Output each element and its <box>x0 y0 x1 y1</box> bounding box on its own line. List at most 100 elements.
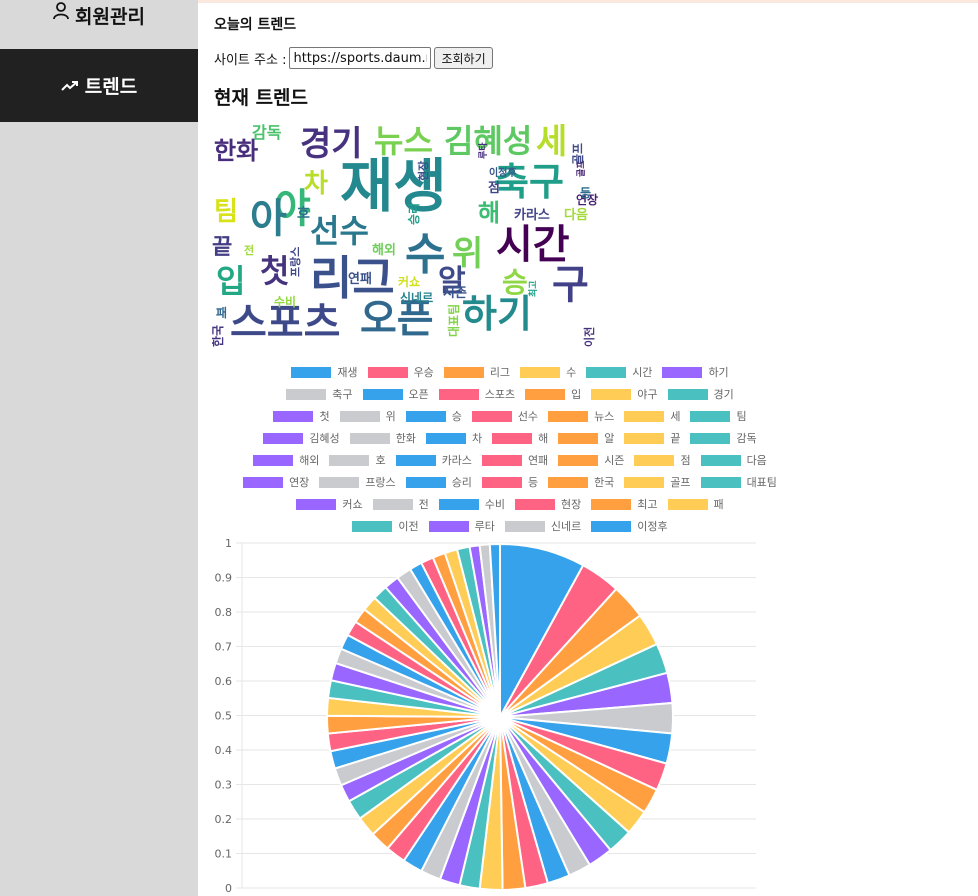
legend-item[interactable]: 이정후 <box>591 518 668 534</box>
legend-item[interactable]: 오픈 <box>362 386 429 402</box>
legend-item[interactable]: 현장 <box>515 496 581 512</box>
legend-item[interactable]: 패 <box>667 496 724 512</box>
legend-item[interactable]: 입 <box>525 386 581 402</box>
legend-item[interactable]: 등 <box>481 474 539 490</box>
legend-item[interactable]: 김혜성 <box>263 430 340 446</box>
legend-swatch <box>700 476 741 488</box>
word-cloud-word: 김혜성 <box>444 122 533 160</box>
legend-item[interactable]: 축구 <box>286 386 353 402</box>
legend-item[interactable]: 카라스 <box>395 452 472 468</box>
legend-item[interactable]: 스포츠 <box>438 386 516 402</box>
legend-label: 해 <box>538 432 549 445</box>
word-cloud-word: 축구 <box>494 160 564 204</box>
word-cloud-word: 루타 <box>479 142 489 159</box>
pie-slice[interactable] <box>488 542 501 718</box>
legend-label: 시즌 <box>604 454 625 467</box>
y-tick-label: 0 <box>225 882 232 895</box>
legend-item[interactable]: 한국 <box>548 474 614 490</box>
legend-label: 현장 <box>561 498 582 511</box>
legend-item[interactable]: 한화 <box>349 430 416 446</box>
legend-item[interactable]: 프랑스 <box>319 474 396 490</box>
legend-label: 골프 <box>670 476 691 489</box>
word-cloud-word: 경기 <box>300 124 363 164</box>
legend-label: 스포츠 <box>484 388 516 401</box>
legend-item[interactable]: 알 <box>558 430 614 446</box>
legend-item[interactable]: 점 <box>634 452 691 468</box>
legend-item[interactable]: 야구 <box>591 386 658 402</box>
legend-label: 다음 <box>746 454 767 467</box>
legend-item[interactable]: 수비 <box>438 496 505 512</box>
page-heading: 오늘의 트렌드 <box>214 17 297 33</box>
legend-item[interactable]: 시즌 <box>558 452 624 468</box>
legend-item[interactable]: 세 <box>624 408 680 424</box>
legend-swatch <box>253 454 294 466</box>
word-cloud-word: 끝 <box>212 235 233 260</box>
legend-item[interactable]: 연장 <box>243 474 309 490</box>
legend-item[interactable]: 호 <box>329 452 386 468</box>
legend-item[interactable]: 감독 <box>690 430 757 446</box>
legend-swatch <box>438 498 479 510</box>
y-tick-label: 0.7 <box>215 641 233 654</box>
legend-item[interactable]: 팀 <box>690 408 747 424</box>
legend-item[interactable]: 끝 <box>624 430 680 446</box>
word-cloud-word: 구 <box>552 262 589 308</box>
word-cloud-word: 연패 <box>348 272 372 287</box>
legend-item[interactable]: 전 <box>372 496 429 512</box>
legend-label: 점 <box>680 454 691 467</box>
legend-item[interactable]: 뉴스 <box>548 408 614 424</box>
legend-item[interactable]: 해 <box>492 430 548 446</box>
legend-item[interactable]: 연패 <box>481 452 549 468</box>
legend-label: 신네르 <box>550 520 582 533</box>
sidebar-item-trend[interactable]: 트렌드 <box>0 49 198 122</box>
legend-item[interactable]: 신네르 <box>504 518 582 534</box>
legend-item[interactable]: 재생 <box>291 364 358 380</box>
legend-label: 끝 <box>670 432 681 445</box>
word-cloud-word: 리그 <box>310 251 395 305</box>
legend-item[interactable]: 차 <box>425 430 482 446</box>
legend-item[interactable]: 다음 <box>700 452 767 468</box>
legend-item[interactable]: 승리 <box>405 474 472 490</box>
legend-label: 등 <box>527 476 539 489</box>
legend-item[interactable]: 골프 <box>624 474 691 490</box>
legend-swatch <box>591 388 632 400</box>
legend-item[interactable]: 리그 <box>443 364 510 380</box>
word-cloud-word: 커쇼 <box>398 275 421 289</box>
word-cloud-word: 차 <box>304 169 328 199</box>
word-cloud-word: 승리 <box>407 202 421 225</box>
word-cloud-word: 위 <box>452 234 484 274</box>
legend-item[interactable]: 대표팀 <box>700 474 777 490</box>
query-button[interactable]: 조회하기 <box>434 47 493 69</box>
legend-item[interactable]: 하기 <box>662 364 729 380</box>
legend-swatch <box>667 498 708 510</box>
sidebar-item-members[interactable]: 회원관리 <box>0 0 198 48</box>
legend-item[interactable]: 커쇼 <box>296 496 363 512</box>
legend-label: 연패 <box>527 454 549 467</box>
legend-item[interactable]: 선수 <box>471 408 538 424</box>
word-cloud-word: 뉴스 <box>374 122 433 160</box>
legend-item[interactable]: 루타 <box>428 518 495 534</box>
legend-item[interactable]: 첫 <box>273 408 330 424</box>
legend-item[interactable]: 최고 <box>591 496 658 512</box>
legend-label: 오픈 <box>408 388 429 401</box>
url-input[interactable] <box>289 47 432 69</box>
legend-item[interactable]: 승 <box>405 408 462 424</box>
legend-label: 하기 <box>708 366 729 379</box>
word-cloud-word: 시간 <box>496 222 570 268</box>
legend-item[interactable]: 우승 <box>367 364 434 380</box>
legend-label: 위 <box>385 410 396 423</box>
y-tick-label: 0.3 <box>215 779 233 792</box>
url-form: 사이트 주소 : 조회하기 <box>214 47 493 69</box>
legend-item[interactable]: 위 <box>339 408 396 424</box>
legend-item[interactable]: 이전 <box>352 518 419 534</box>
legend-item[interactable]: 수 <box>520 364 576 380</box>
word-cloud-word: 오픈 <box>360 296 434 342</box>
legend-item[interactable]: 경기 <box>667 386 734 402</box>
trending-up-icon <box>61 80 78 91</box>
legend-label: 커쇼 <box>342 498 363 511</box>
legend-label: 뉴스 <box>594 410 615 423</box>
legend-swatch <box>352 520 393 532</box>
legend-item[interactable]: 시간 <box>586 364 652 380</box>
legend-label: 세 <box>670 410 681 423</box>
legend-item[interactable]: 해외 <box>253 452 319 468</box>
legend-swatch <box>586 366 627 378</box>
